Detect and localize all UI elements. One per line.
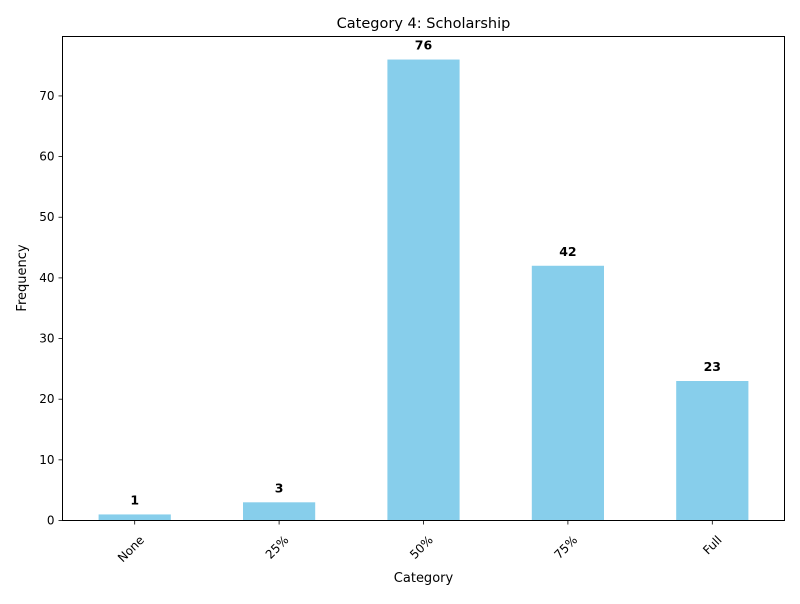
data-label: 42 bbox=[559, 244, 576, 259]
bars-layer bbox=[98, 59, 749, 521]
y-tick-label: 70 bbox=[39, 89, 54, 103]
x-tick-label: None bbox=[115, 533, 147, 565]
data-label: 23 bbox=[704, 359, 721, 374]
bar-4 bbox=[676, 381, 749, 521]
x-tick-label: 25% bbox=[263, 533, 292, 562]
y-tick-label: 10 bbox=[39, 453, 54, 467]
x-axis-label: Category bbox=[394, 571, 454, 586]
x-tick-label: 75% bbox=[551, 533, 580, 562]
y-tick-label: 0 bbox=[47, 514, 55, 528]
data-label: 1 bbox=[130, 492, 139, 507]
bar-3 bbox=[531, 265, 604, 521]
y-tick-label: 50 bbox=[39, 210, 54, 224]
ticks-layer: None 25% 50% 75% Full 0 10 20 30 40 50 60 70 bbox=[39, 89, 724, 565]
data-label: 3 bbox=[275, 480, 284, 495]
y-tick-label: 30 bbox=[39, 332, 54, 346]
data-labels-layer: 1 3 76 42 23 bbox=[130, 38, 721, 508]
bar-2 bbox=[387, 59, 460, 521]
x-tick-label: 50% bbox=[407, 533, 436, 562]
data-label: 76 bbox=[415, 38, 433, 53]
x-tick-label: Full bbox=[700, 533, 724, 557]
plot-frame bbox=[62, 36, 785, 521]
y-tick-label: 60 bbox=[39, 150, 54, 164]
y-tick-label: 20 bbox=[39, 392, 54, 406]
chart-title: Category 4: Scholarship bbox=[337, 16, 511, 32]
y-axis-label: Frequency bbox=[15, 244, 30, 311]
y-tick-label: 40 bbox=[39, 271, 54, 285]
bar-0 bbox=[98, 514, 171, 521]
bar-1 bbox=[243, 502, 316, 521]
